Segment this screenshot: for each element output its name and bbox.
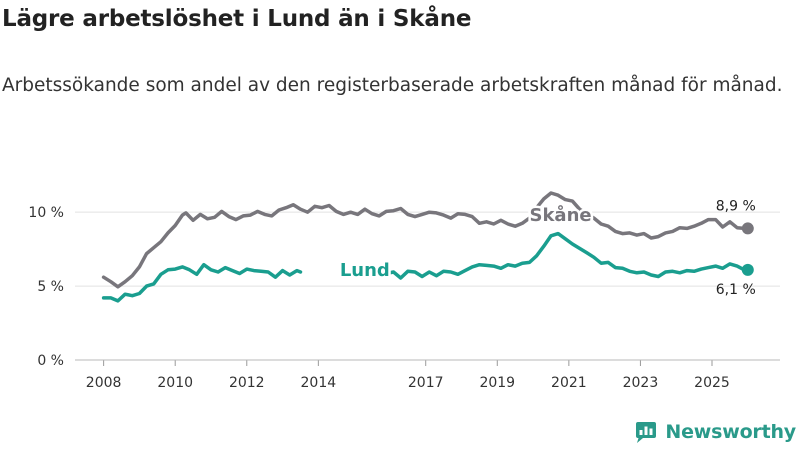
x-tick-label: 2021 [551, 375, 587, 391]
series-line-lund [101, 262, 303, 303]
end-point-lund [741, 263, 754, 276]
series-labels: 8,9 % 6,1 % Skåne Lund [337, 198, 756, 298]
x-tick-label: 2025 [694, 375, 730, 391]
x-axis-tick-labels: 2008 2010 2012 2014 2017 2019 2021 2023 2025 [86, 360, 730, 391]
brand-logo-block: Newsworthy [634, 420, 796, 444]
end-point-skane [741, 222, 754, 235]
end-value-label-lund: 6,1 % [716, 282, 756, 298]
x-tick-label: 2017 [408, 375, 444, 391]
series-name-label-lund: Lund [340, 260, 390, 281]
y-tick-label: 10 % [28, 205, 64, 221]
series-line-lund [381, 231, 750, 280]
y-tick-label: 0 % [37, 353, 64, 369]
x-tick-label: 2010 [157, 375, 193, 391]
series-line-skane [101, 191, 750, 289]
chart-subtitle: Arbetssökande som andel av den registerb… [2, 75, 783, 96]
y-tick-label: 5 % [37, 279, 64, 295]
x-tick-label: 2019 [479, 375, 515, 391]
x-tick-label: 2014 [301, 375, 337, 391]
chart-title: Lägre arbetslöshet i Lund än i Skåne [2, 6, 472, 32]
x-tick-label: 2008 [86, 375, 122, 391]
x-tick-label: 2023 [623, 375, 659, 391]
end-value-label-skane: 8,9 % [716, 198, 756, 214]
newsworthy-logo-icon [636, 422, 657, 443]
x-tick-label: 2012 [229, 375, 265, 391]
y-axis-tick-labels: 0 % 5 % 10 % [28, 205, 64, 369]
series-name-label-skane: Skåne [529, 204, 591, 226]
series-lines [101, 191, 754, 303]
brand-name: Newsworthy [665, 421, 796, 443]
